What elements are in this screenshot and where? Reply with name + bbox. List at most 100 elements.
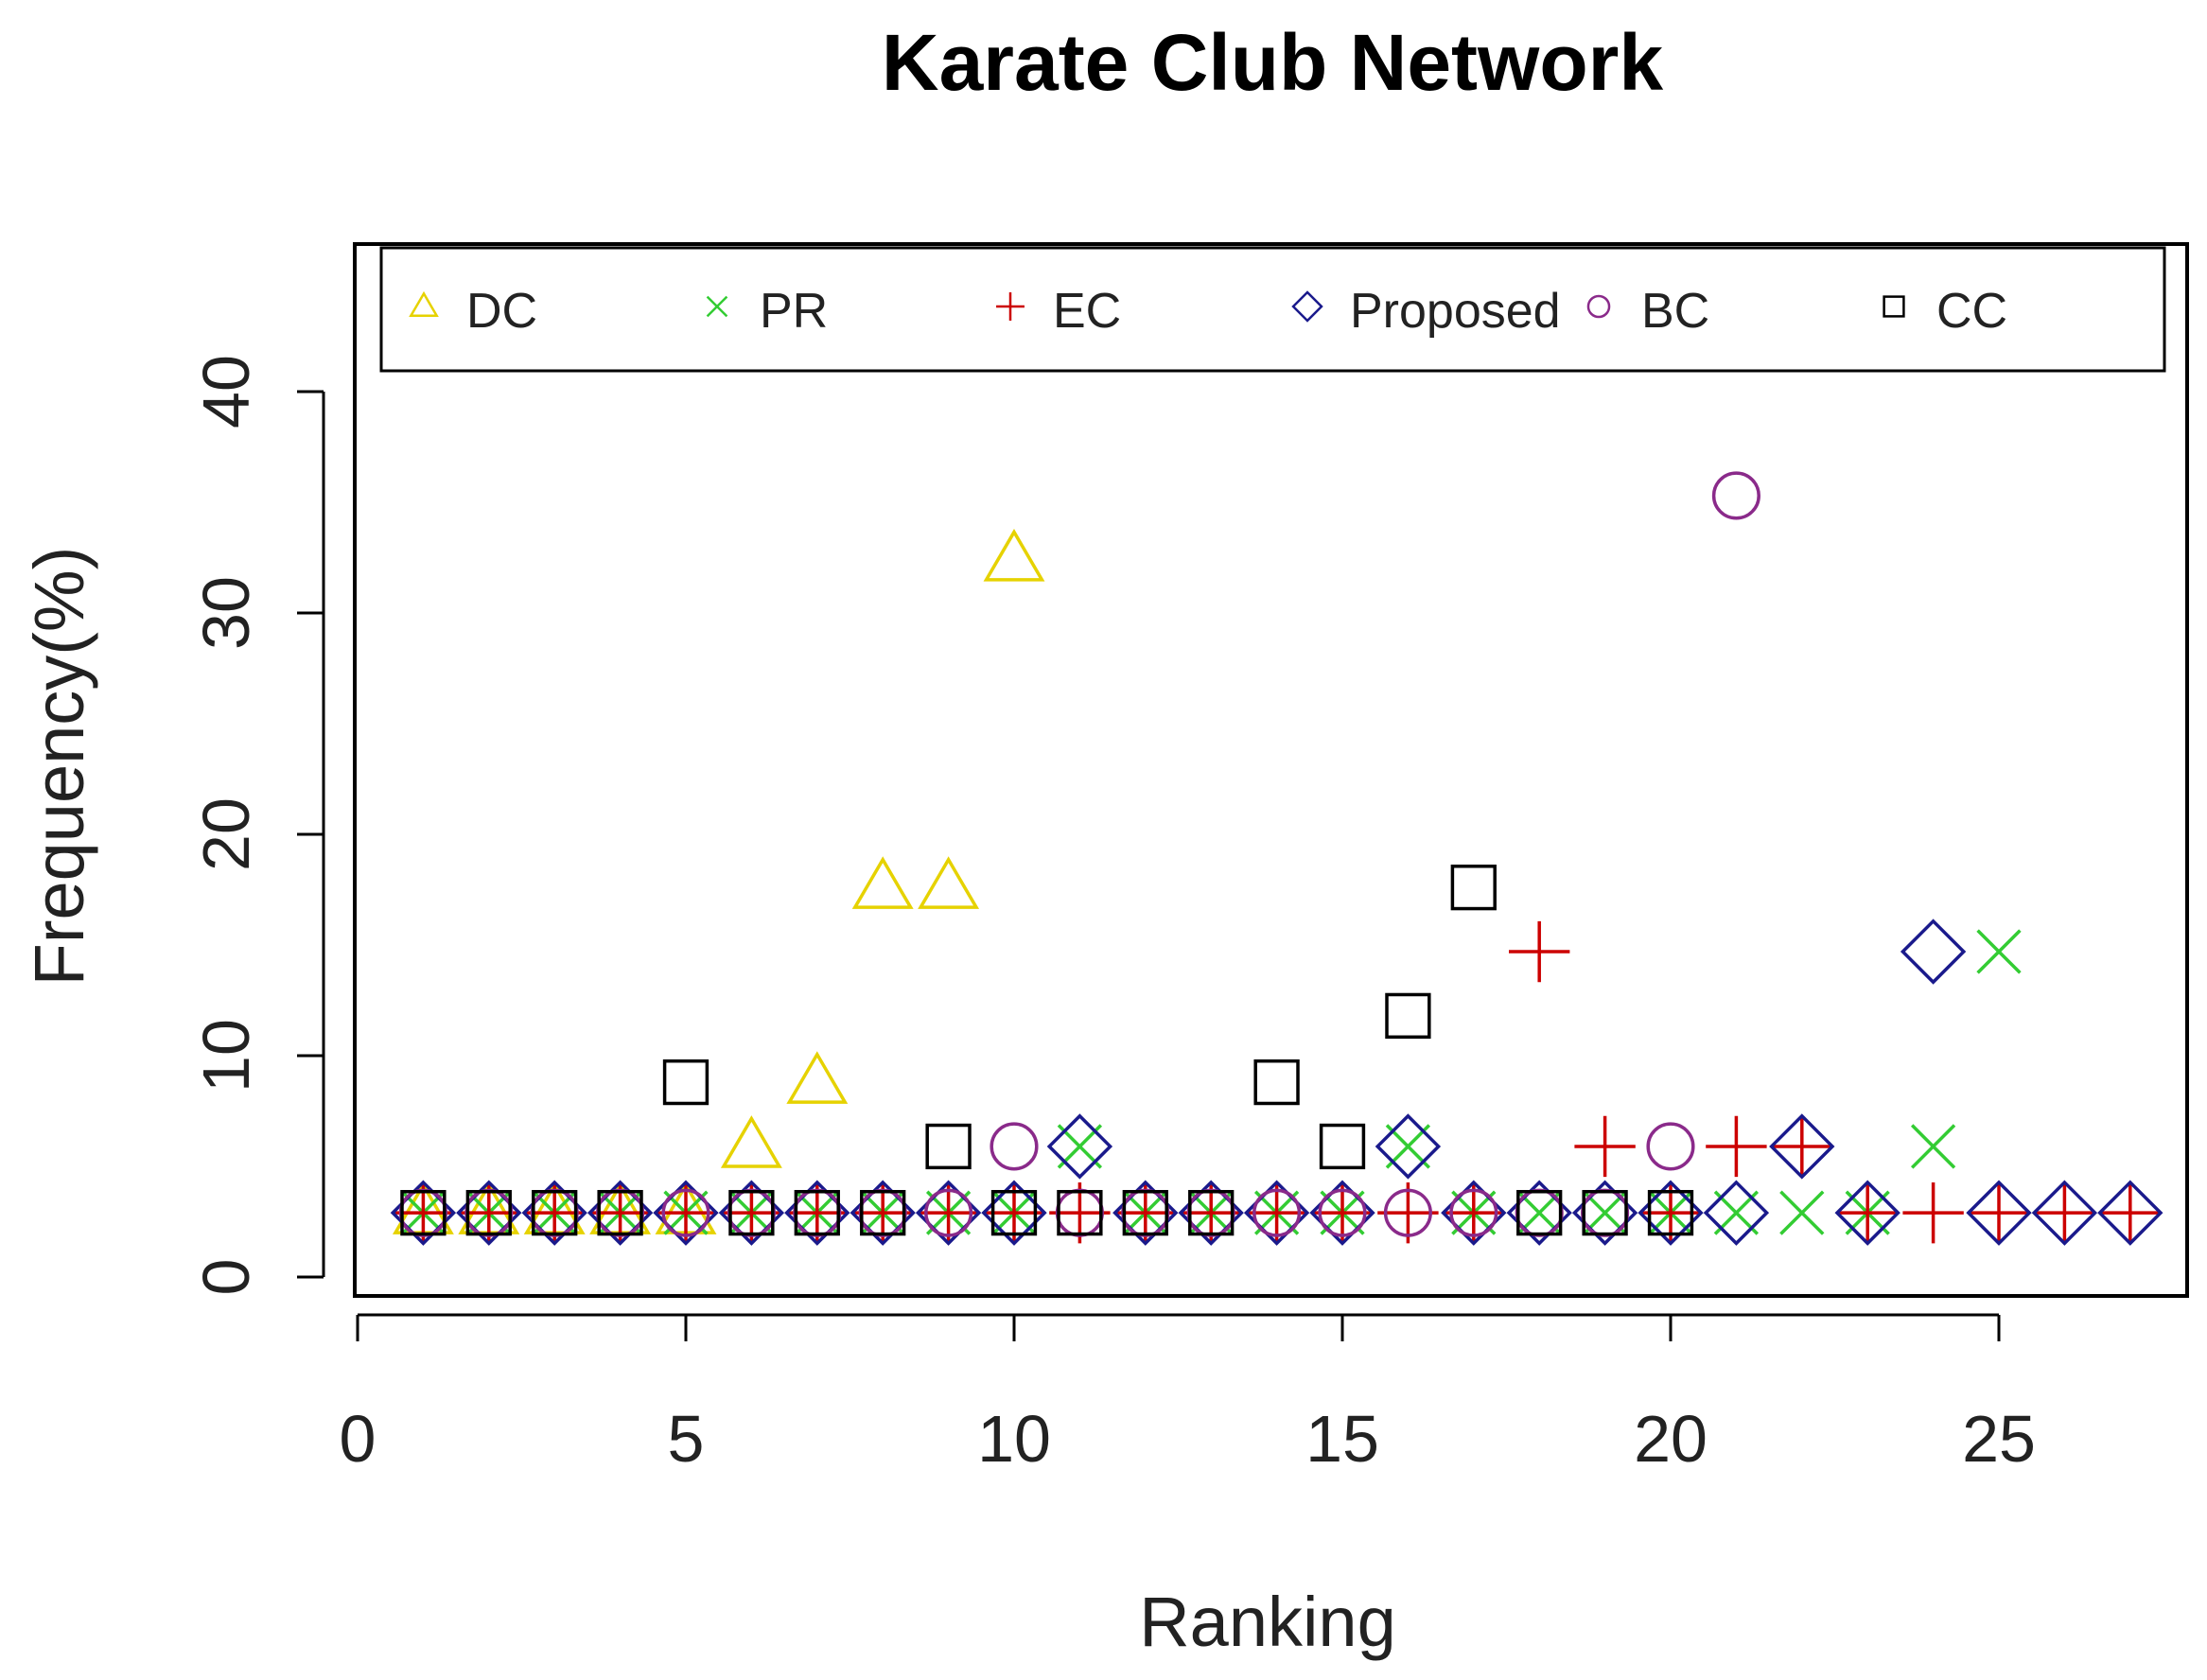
point-ec [2034,1181,2095,1244]
legend: DC PR EC Proposed BC CC [379,246,2166,373]
point-cc [1122,1189,1168,1236]
point-dc [918,856,980,909]
y-axis-label: Frequency(%) [20,547,98,987]
legend-label-cc: CC [1936,284,2007,339]
legend-box [379,246,2166,373]
point-cc [1516,1189,1563,1236]
point-ec [918,1181,979,1244]
point-bc [661,1188,710,1237]
legend-label-pr: PR [760,284,828,339]
point-proposed [2097,1180,2163,1246]
point-proposed [1966,1180,2032,1246]
point-bc [1252,1188,1302,1237]
point-bc [924,1188,973,1237]
point-cc [1582,1189,1628,1236]
point-cc [990,1189,1038,1236]
y-tick-label: 10 [189,1019,263,1093]
point-ec [1574,1115,1636,1178]
legend-item-bc: BC [1586,284,1709,339]
x-tick-label: 15 [1305,1402,1379,1476]
legend-item-pr: PR [706,284,828,339]
point-dc [851,856,914,909]
point-ec [1311,1181,1374,1244]
point-bc [1711,471,1760,520]
legend-label-proposed: Proposed [1350,284,1561,339]
point-bc [1383,1188,1432,1237]
x-tick-label: 20 [1634,1402,1708,1476]
point-pr [1910,1124,1956,1169]
point-ec [1509,920,1570,983]
chart-title: Karate Club Network [882,18,1663,107]
point-bc [1449,1188,1498,1237]
x-tick-label: 10 [977,1402,1051,1476]
y-tick-label: 0 [189,1259,263,1296]
point-ec [1968,1181,2030,1244]
point-bc [990,1122,1039,1171]
legend-item-cc: CC [1883,284,2007,339]
point-ec [1706,1115,1767,1178]
legend-label-dc: DC [466,284,537,339]
point-cc [1385,992,1431,1040]
legend-label-bc: BC [1641,284,1709,339]
x-tick-label: 0 [340,1402,377,1476]
point-cc [1057,1189,1103,1236]
x-tick-label: 25 [1962,1402,2036,1476]
point-ec [1443,1181,1504,1244]
legend-item-dc: DC [409,284,537,339]
point-proposed [1046,1113,1113,1180]
point-ec [1837,1181,1899,1244]
legend-marker-ec [996,292,1025,321]
point-ec [1902,1181,1964,1244]
point-cc [532,1189,578,1236]
legend-marker-dc [409,290,439,317]
point-proposed [1834,1180,1900,1246]
point-cc [1319,1123,1366,1170]
point-ec [2099,1181,2161,1244]
point-bc [1318,1188,1367,1237]
point-proposed [2031,1180,2098,1246]
legend-marker-proposed [1291,290,1323,323]
legend-item-ec: EC [996,284,1121,339]
legend-marker-bc [1586,294,1611,319]
point-bc [1646,1122,1695,1171]
legend-item-proposed: Proposed [1291,284,1561,339]
x-axis-label: Ranking [1139,1583,1396,1661]
y-tick-label: 30 [189,576,263,650]
point-cc [925,1123,972,1170]
point-ec [655,1181,717,1244]
point-ec [1377,1181,1439,1244]
point-cc [1450,865,1497,911]
x-tick-label: 5 [668,1402,705,1476]
point-cc [1188,1189,1235,1236]
point-cc [400,1189,447,1236]
point-cc [1647,1189,1694,1236]
point-proposed [1769,1113,1835,1180]
point-cc [465,1189,512,1236]
axes: 0 5 10 15 20 25 0 10 20 30 40 [189,355,2036,1476]
point-cc [662,1059,709,1106]
legend-marker-cc [1883,295,1905,318]
point-dc [786,1051,849,1104]
point-cc [1253,1059,1300,1106]
point-ec [1771,1115,1832,1178]
legend-marker-pr [706,295,728,318]
point-cc [860,1189,906,1236]
point-cc [794,1189,840,1236]
y-tick-label: 20 [189,797,263,871]
point-ec [1246,1181,1307,1244]
y-tick-label: 40 [189,355,263,429]
point-pr [1976,929,2022,974]
point-proposed [1703,1180,1770,1246]
point-cc [597,1189,643,1236]
data-points [390,471,2163,1246]
legend-label-ec: EC [1053,284,1121,339]
point-dc [720,1115,782,1168]
plot-frame [353,242,2189,1298]
point-pr [1779,1190,1825,1235]
point-cc [728,1189,775,1236]
point-dc [983,528,1045,582]
point-proposed [1900,919,1967,985]
point-proposed [1375,1113,1442,1180]
